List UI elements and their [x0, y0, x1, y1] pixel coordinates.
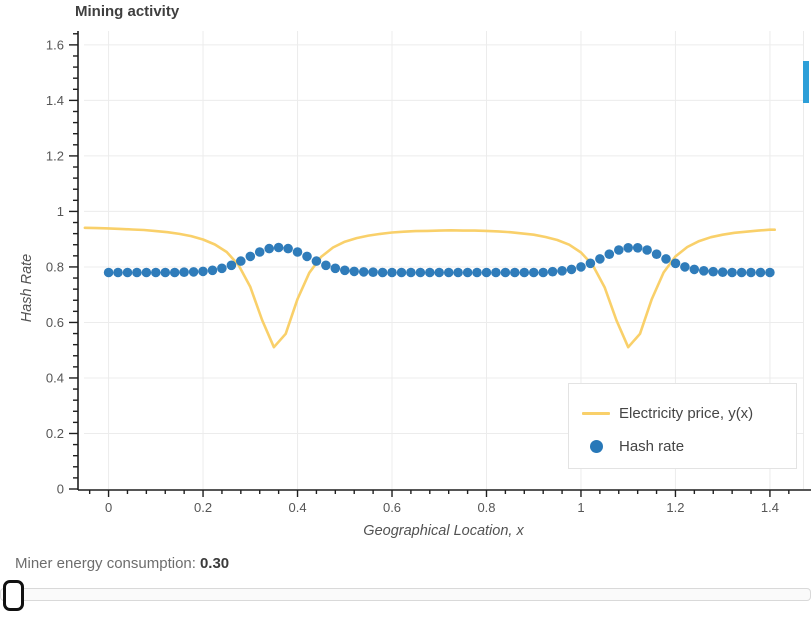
- energy-slider-handle[interactable]: [3, 580, 24, 611]
- chart-canvas[interactable]: 0 0.2 0.4 0.6 0.8 1 1.2 1.4 0 0.2 0.4 0.6 0.8 1 1.2 1.4…: [0, 0, 811, 550]
- electricity-line-swatch: [582, 412, 610, 415]
- slider-value: 0.30: [199, 555, 230, 572]
- x-tick-labels: 0 0.2 0.4 0.6 0.8 1 1.2 1.4: [105, 500, 779, 515]
- x-axis-title: Geographical Location, x: [363, 523, 524, 539]
- svg-text:0.4: 0.4: [46, 370, 64, 385]
- svg-text:0.6: 0.6: [383, 500, 401, 515]
- legend-label-hashrate: Hash rate: [619, 438, 685, 455]
- svg-text:0.8: 0.8: [46, 259, 64, 274]
- svg-text:1.4: 1.4: [761, 500, 779, 515]
- svg-text:1.4: 1.4: [46, 93, 64, 108]
- svg-text:0.8: 0.8: [477, 500, 495, 515]
- chart-legend: Electricity price, y(x) Hash rate: [568, 383, 797, 469]
- chart-title: Mining activity: [75, 3, 180, 20]
- y-axis-title-text: Hash Rate: [19, 253, 35, 323]
- tick-marks: [69, 33, 790, 497]
- svg-text:0.6: 0.6: [46, 315, 64, 330]
- legend-label-electricity: Electricity price, y(x): [619, 405, 754, 422]
- scrollbar-thumb[interactable]: [803, 61, 809, 103]
- y-tick-labels: 0 0.2 0.4 0.6 0.8 1 1.2 1.4 1.6: [46, 37, 64, 496]
- svg-text:1.2: 1.2: [666, 500, 684, 515]
- svg-text:0.4: 0.4: [288, 500, 306, 515]
- axes: [77, 31, 811, 491]
- svg-text:0.2: 0.2: [194, 500, 212, 515]
- circle-swatch-icon: [589, 440, 603, 453]
- hashrate-circle-swatch: [582, 440, 610, 453]
- energy-slider-track[interactable]: [0, 588, 811, 601]
- svg-text:0: 0: [57, 482, 64, 497]
- plot-right-border: [803, 31, 804, 489]
- legend-item-hashrate: Hash rate: [569, 430, 796, 463]
- svg-text:1: 1: [57, 204, 64, 219]
- line-swatch-icon: [582, 412, 610, 415]
- svg-text:1.2: 1.2: [46, 148, 64, 163]
- slider-label-text: Miner energy consumption:: [15, 555, 196, 572]
- slider-value-label: Miner energy consumption: 0.30: [15, 555, 229, 572]
- svg-text:1.6: 1.6: [46, 37, 64, 52]
- legend-item-electricity: Electricity price, y(x): [569, 397, 796, 430]
- svg-text:1: 1: [577, 500, 584, 515]
- hash-rate-dots: [103, 242, 775, 278]
- svg-text:0.2: 0.2: [46, 426, 64, 441]
- svg-text:0: 0: [105, 500, 112, 515]
- electricity-price-line: [83, 226, 777, 349]
